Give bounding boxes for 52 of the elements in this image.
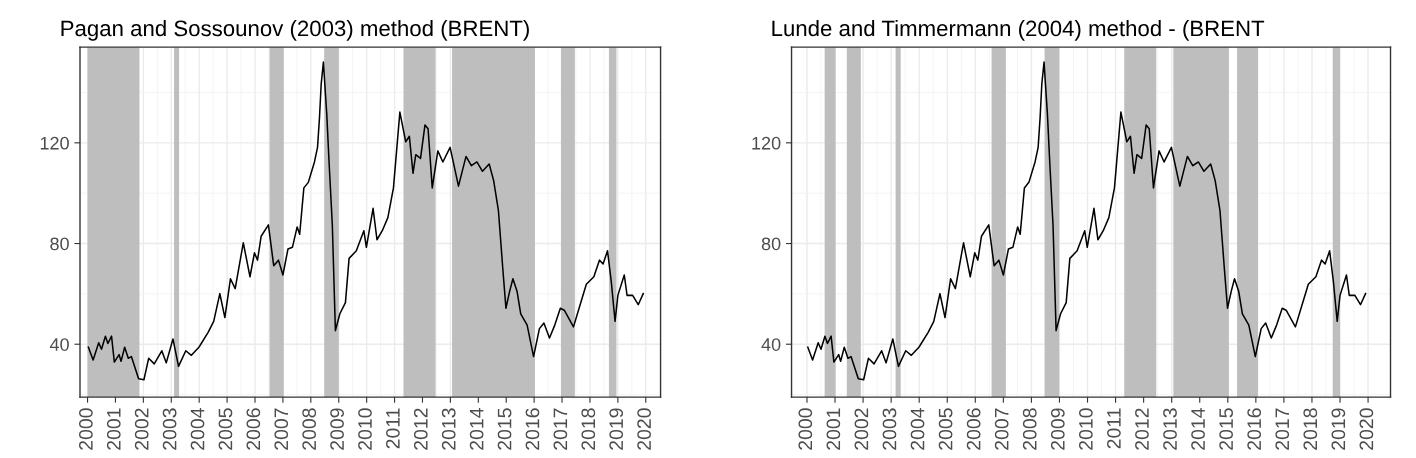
chart-title: Pagan and Sossounov (2003) method (BRENT) (61, 19, 529, 41)
x-tick-label: 2002 (134, 408, 149, 450)
x-tick-label: 2020 (1359, 408, 1374, 450)
x-tick-label: 2008 (1022, 408, 1037, 450)
chart-title: Lunde and Timmermann (2004) method - (BRENT (772, 19, 1265, 41)
y-tick-label: 80 (50, 237, 69, 251)
x-tick-label: 2007 (994, 408, 1009, 450)
x-tick-label: 2006 (246, 408, 261, 450)
x-tick-label: 2012 (1135, 408, 1149, 450)
y-tick-label: 120 (752, 136, 781, 150)
x-tick-label: 2011 (1107, 408, 1121, 449)
y-tick-label: 120 (40, 136, 69, 150)
x-tick-label: 2015 (1219, 408, 1234, 450)
x-tick-label: 2018 (1303, 408, 1318, 450)
x-tick-label: 2014 (1191, 408, 1205, 450)
x-tick-label: 2018 (581, 408, 596, 450)
x-tick-label: 2004 (910, 408, 925, 450)
x-tick-label: 2012 (413, 408, 428, 450)
x-tick-label: 2003 (162, 408, 177, 450)
x-tick-label: 2009 (1050, 408, 1065, 450)
line-series (807, 61, 1367, 381)
y-tick-label: 40 (761, 338, 781, 351)
x-tick-label: 2000 (78, 408, 93, 450)
x-tick-label: 2013 (441, 408, 456, 450)
x-tick-label: 2009 (330, 408, 344, 450)
x-tick-label: 2002 (854, 408, 869, 450)
x-tick-label: 2008 (302, 408, 317, 450)
x-tick-label: 2001 (106, 408, 121, 450)
x-tick-label: 2016 (525, 408, 540, 450)
x-tick-label: 2007 (274, 408, 289, 450)
x-tick-label: 2010 (1078, 408, 1093, 450)
x-tick-label: 2016 (1247, 408, 1262, 450)
x-tick-label: 2000 (798, 408, 813, 450)
x-tick-label: 2015 (497, 408, 512, 450)
x-tick-label: 2020 (637, 408, 651, 450)
x-tick-label: 2010 (358, 408, 372, 450)
x-tick-label: 2019 (609, 408, 624, 450)
y-tick-label: 80 (761, 237, 781, 251)
x-tick-label: 2004 (190, 408, 205, 450)
x-tick-label: 2019 (1331, 408, 1346, 450)
x-tick-label: 2013 (1163, 408, 1177, 450)
x-tick-label: 2017 (1275, 408, 1290, 450)
x-tick-label: 2017 (553, 408, 568, 450)
y-tick-label: 40 (49, 338, 69, 351)
x-tick-label: 2003 (882, 408, 897, 450)
line-series (87, 61, 645, 381)
x-tick-label: 2006 (966, 408, 981, 450)
x-tick-label: 2001 (826, 408, 841, 450)
x-tick-label: 2014 (469, 408, 484, 450)
x-tick-label: 2005 (938, 408, 953, 450)
x-tick-label: 2011 (386, 408, 400, 449)
x-tick-label: 2005 (218, 408, 233, 450)
